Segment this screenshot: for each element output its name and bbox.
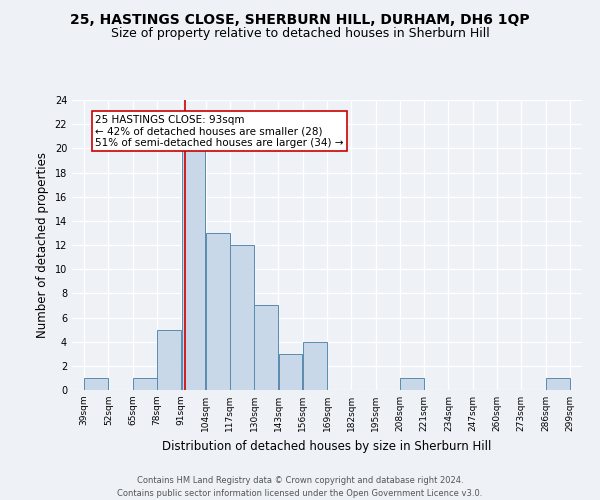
X-axis label: Distribution of detached houses by size in Sherburn Hill: Distribution of detached houses by size …: [163, 440, 491, 452]
Bar: [400, 378, 424, 390]
Bar: [230, 245, 254, 390]
Bar: [279, 354, 302, 390]
Bar: [85, 378, 108, 390]
Bar: [254, 306, 278, 390]
Bar: [182, 148, 205, 390]
Text: 25 HASTINGS CLOSE: 93sqm
← 42% of detached houses are smaller (28)
51% of semi-d: 25 HASTINGS CLOSE: 93sqm ← 42% of detach…: [95, 114, 344, 148]
Y-axis label: Number of detached properties: Number of detached properties: [36, 152, 49, 338]
Bar: [157, 330, 181, 390]
Bar: [546, 378, 569, 390]
Bar: [133, 378, 157, 390]
Text: Contains HM Land Registry data © Crown copyright and database right 2024.
Contai: Contains HM Land Registry data © Crown c…: [118, 476, 482, 498]
Text: Size of property relative to detached houses in Sherburn Hill: Size of property relative to detached ho…: [110, 28, 490, 40]
Bar: [206, 233, 230, 390]
Text: 25, HASTINGS CLOSE, SHERBURN HILL, DURHAM, DH6 1QP: 25, HASTINGS CLOSE, SHERBURN HILL, DURHA…: [70, 12, 530, 26]
Bar: [303, 342, 327, 390]
